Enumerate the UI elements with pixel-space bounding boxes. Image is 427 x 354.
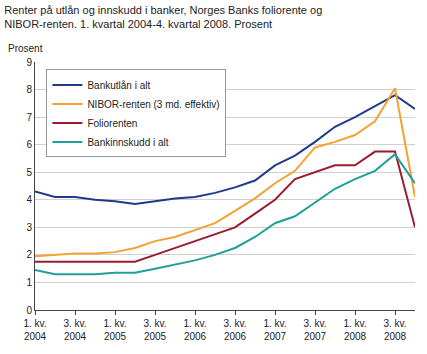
svg-text:2: 2 [26,249,32,260]
svg-text:1. kv.2005: 1. kv.2005 [103,318,126,342]
svg-text:3. kv.2004: 3. kv.2004 [63,318,86,342]
svg-text:0: 0 [26,305,32,316]
svg-text:Prosent: Prosent [8,43,43,54]
svg-text:5: 5 [26,167,32,178]
svg-text:Renter på utlån og innskudd i: Renter på utlån og innskudd i banker, No… [4,4,322,30]
svg-text:9: 9 [26,57,32,68]
svg-text:1. kv.2004: 1. kv.2004 [23,318,46,342]
svg-text:6: 6 [26,139,32,150]
svg-text:NIBOR-renten (3 md. effektiv): NIBOR-renten (3 md. effektiv) [87,99,219,110]
svg-text:Foliorenten: Foliorenten [87,118,137,129]
svg-text:8: 8 [26,84,32,95]
svg-text:3. kv.2005: 3. kv.2005 [143,318,166,342]
svg-text:1. kv.2006: 1. kv.2006 [183,318,206,342]
svg-text:Bankutlån i alt: Bankutlån i alt [87,80,150,91]
svg-text:4: 4 [26,194,32,205]
svg-text:1: 1 [26,277,32,288]
svg-text:3. kv.2008: 3. kv.2008 [383,318,406,342]
svg-text:3. kv.2007: 3. kv.2007 [303,318,326,342]
svg-text:1. kv.2007: 1. kv.2007 [263,318,286,342]
svg-text:7: 7 [26,112,32,123]
svg-text:3. kv.2006: 3. kv.2006 [223,318,246,342]
svg-text:1. kv.2008: 1. kv.2008 [343,318,366,342]
svg-text:3: 3 [26,222,32,233]
svg-text:Bankinnskudd i alt: Bankinnskudd i alt [87,137,168,148]
